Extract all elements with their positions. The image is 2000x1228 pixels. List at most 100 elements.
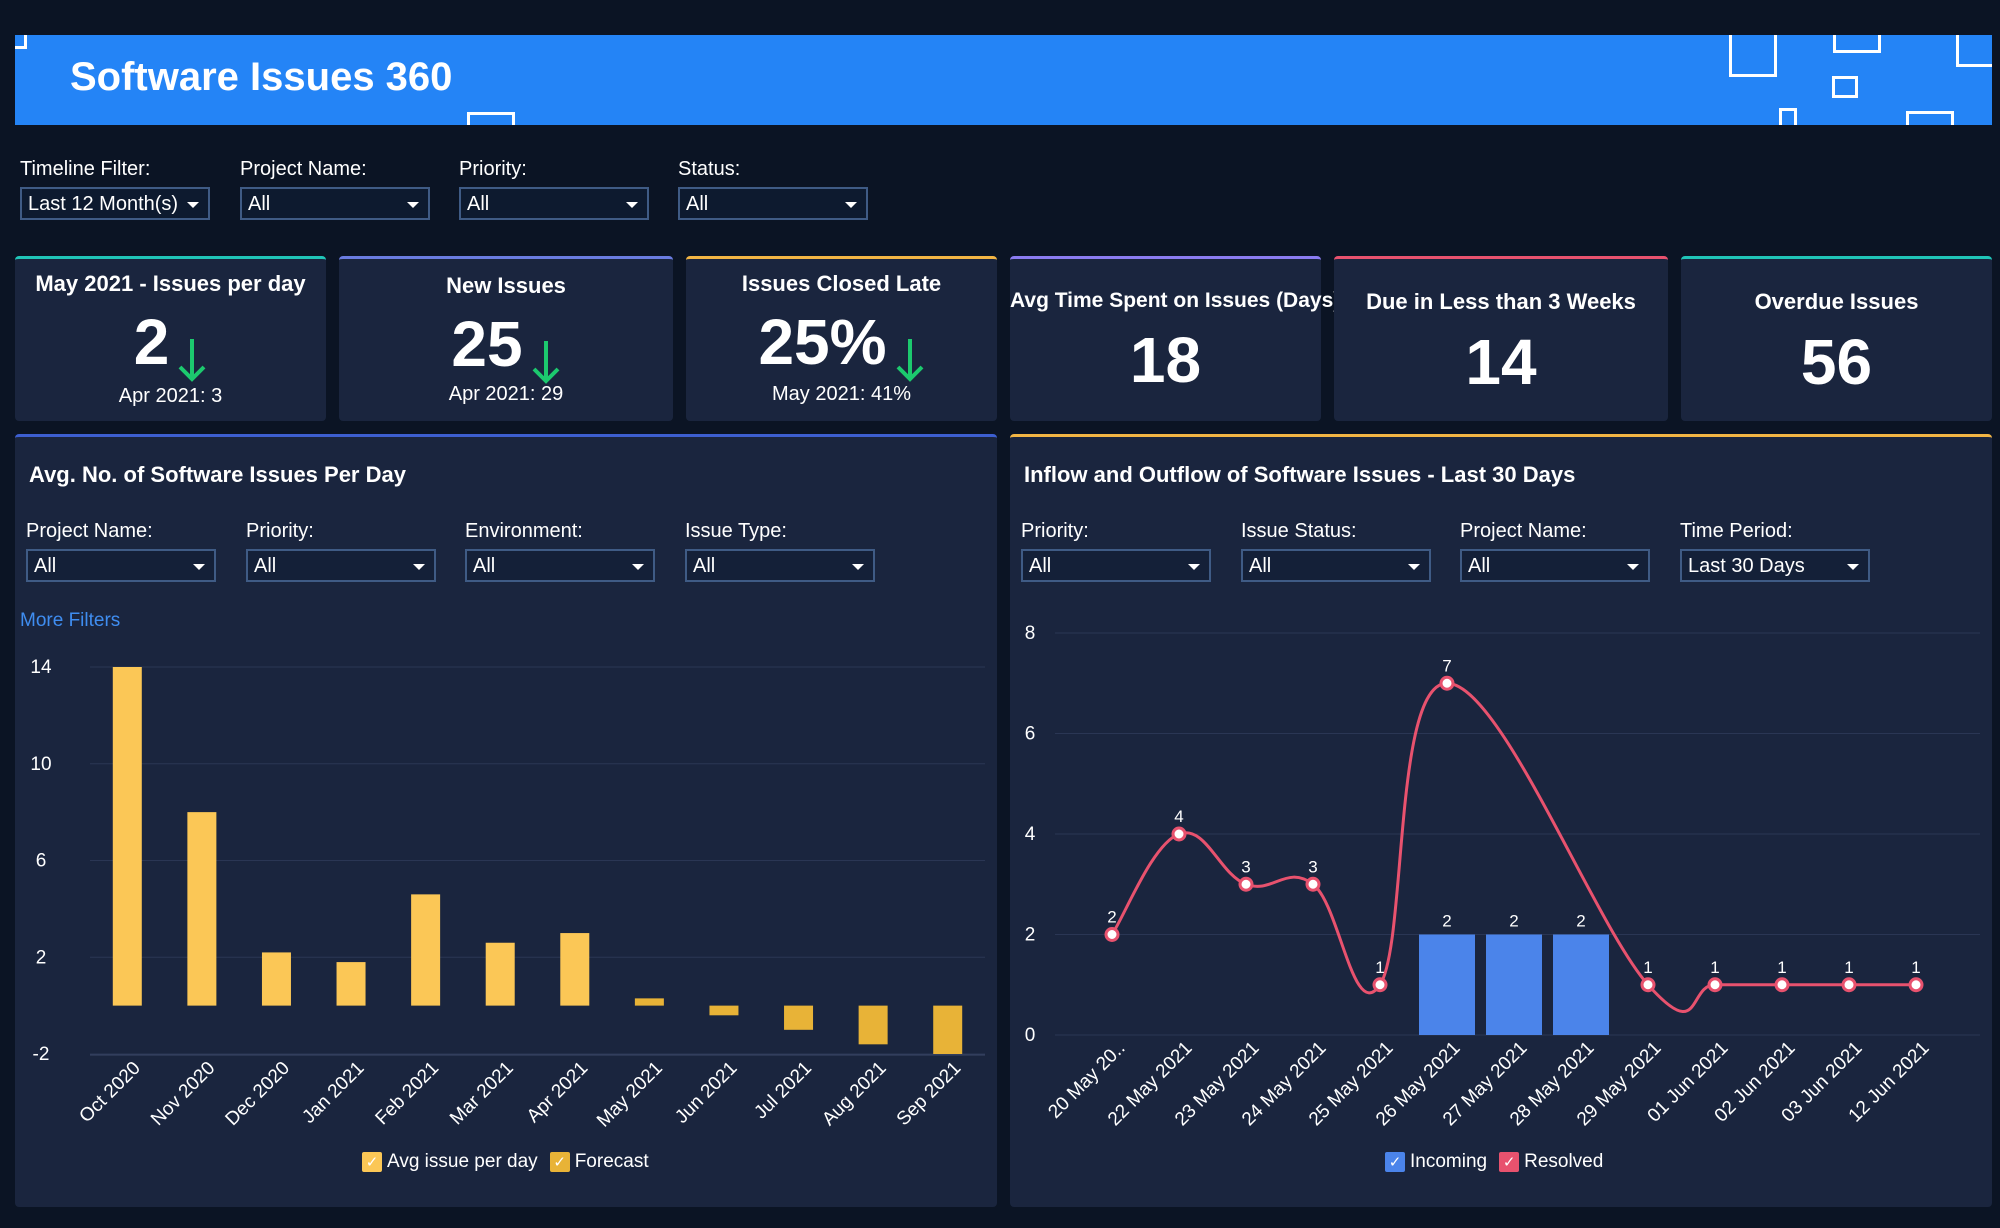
kpi-title: New Issues [446,273,566,298]
bar [411,894,441,1006]
y-tick-label: 2 [36,947,47,968]
issue-status-select[interactable]: All [1241,549,1431,582]
data-point [1372,977,1388,993]
kpi-value: 18 [1129,324,1202,396]
status-filter: Status: All [678,158,868,220]
x-tick-label: Jul 2021 [750,1058,816,1124]
select-value: All [1029,555,1052,577]
project-select[interactable]: All [240,187,430,220]
bar [1419,934,1475,1035]
select-value: Last 30 Days [1688,555,1805,577]
kpi-avg-time-spent: Avg Time Spent on Issues (Days) 18 [1010,256,1341,421]
data-point [1238,876,1254,892]
panel-inflow-outflow: Inflow and Outflow of Software Issues - … [1010,434,1992,1207]
legend-item-avg[interactable]: ✓ Avg issue per day [362,1151,538,1173]
x-tick-label: Apr 2021 [523,1058,592,1127]
timeline-select[interactable]: Last 12 Month(s) [20,187,210,220]
select-value: Last 12 Month(s) [28,193,179,215]
y-tick-label: 0 [1025,1025,1036,1046]
data-label: 7 [1442,656,1451,675]
select-value: All [34,555,57,577]
chevron-down-icon [632,564,644,570]
data-label: 1 [1777,958,1786,977]
panel-filter-priority: Priority: All [246,520,436,582]
time-period-select[interactable]: Last 30 Days [1680,549,1870,582]
timeline-filter: Timeline Filter: Last 12 Month(s) [20,158,210,220]
y-tick-label: 8 [1025,623,1036,644]
filter-label: Status: [678,158,741,180]
data-label: 1 [1911,958,1920,977]
bar [933,1005,963,1054]
decor-square [1906,111,1954,125]
x-tick-label: Aug 2021 [818,1058,890,1130]
filter-label: Timeline Filter: [20,158,151,180]
kpi-title: Avg Time Spent on Issues (Days) [1010,289,1341,312]
kpi-issues-per-day: May 2021 - Issues per day 2 Apr 2021: 3 [15,256,326,421]
data-label: 3 [1241,857,1250,876]
legend-label: Resolved [1524,1151,1604,1172]
project-select[interactable]: All [1460,549,1650,582]
checkbox-icon: ✓ [549,1152,570,1172]
legend-label: Incoming [1410,1151,1488,1172]
chevron-down-icon [626,202,638,208]
data-point [1707,977,1723,993]
y-tick-label: 2 [1025,925,1036,946]
y-tick-label: 4 [1025,824,1036,845]
data-label: 1 [1375,958,1384,977]
bar [858,1005,888,1045]
issue-type-select[interactable]: All [685,549,875,582]
legend-item-incoming[interactable]: ✓ Incoming [1385,1151,1487,1173]
panel-filter-environment: Environment: All [465,520,655,582]
chevron-down-icon [1627,564,1639,570]
data-label: 2 [1509,912,1518,931]
filter-label: Time Period: [1680,520,1793,542]
y-tick-label: -2 [33,1044,50,1065]
data-label: 1 [1844,958,1853,977]
x-tick-label: Feb 2021 [372,1058,444,1130]
chevron-down-icon [1847,564,1859,570]
bar [709,1005,739,1016]
y-tick-label: 6 [1025,724,1036,745]
kpi-comparison: Apr 2021: 29 [448,382,564,405]
x-tick-label: Dec 2020 [222,1058,294,1130]
kpi-new-issues: New Issues 25 Apr 2021: 29 [339,256,673,421]
checkbox-icon: ✓ [1499,1152,1520,1172]
chevron-down-icon [1188,564,1200,570]
filter-label: Priority: [246,520,314,542]
priority-select[interactable]: All [1021,549,1211,582]
data-label: 4 [1174,807,1183,826]
decor-square [1956,35,1992,67]
panel-title: Inflow and Outflow of Software Issues - … [1024,462,1576,487]
bar [784,1005,814,1030]
kpi-issues-closed-late: Issues Closed Late 25% May 2021: 41% [686,256,997,421]
legend-item-forecast[interactable]: ✓ Forecast [549,1151,649,1173]
kpi-title: Overdue Issues [1754,289,1919,314]
data-label: 2 [1107,908,1116,927]
status-select[interactable]: All [678,187,868,220]
filter-label: Issue Status: [1241,520,1357,542]
series-line-resolved [1110,681,1916,1013]
chart-legend: ✓ Incoming ✓ Resolved [1385,1151,1615,1173]
decor-square [1833,35,1881,53]
kpi-value: 25% [758,306,887,378]
filter-label: Project Name: [1460,520,1587,542]
kpi-comparison: May 2021: 41% [772,382,911,405]
more-filters-link[interactable]: More Filters [20,610,121,631]
chevron-down-icon [407,202,419,208]
kpi-overdue: Overdue Issues 56 [1681,256,1992,421]
legend-label: Avg issue per day [387,1151,538,1172]
kpi-title: Due in Less than 3 Weeks [1366,289,1636,314]
project-select[interactable]: All [26,549,216,582]
legend-item-resolved[interactable]: ✓ Resolved [1499,1151,1603,1173]
environment-select[interactable]: All [465,549,655,582]
panel-filter-project: Project Name: All [1460,520,1650,582]
kpi-value: 2 [133,306,170,378]
data-point [1908,977,1924,993]
panel-filter-time-period: Time Period: Last 30 Days [1680,520,1870,582]
data-point [1305,876,1321,892]
bar [634,998,664,1006]
priority-select[interactable]: All [459,187,649,220]
checkbox-icon: ✓ [1385,1152,1405,1172]
arrow-down-icon [896,338,923,382]
priority-select[interactable]: All [246,549,436,582]
